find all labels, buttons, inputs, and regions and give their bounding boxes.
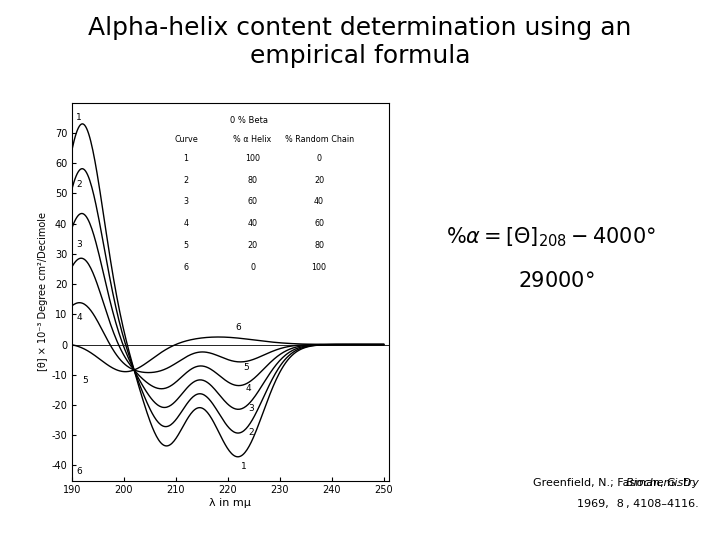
Text: 0: 0	[317, 154, 322, 163]
Text: 40: 40	[314, 198, 324, 206]
Text: 3: 3	[184, 198, 189, 206]
Text: 100: 100	[312, 263, 327, 272]
Text: Curve: Curve	[174, 135, 198, 144]
Text: $29000°$: $29000°$	[518, 271, 595, 291]
Text: 1969,   8 , 4108–4116.: 1969, 8 , 4108–4116.	[577, 500, 698, 510]
Text: 80: 80	[248, 176, 258, 185]
Text: 6: 6	[235, 323, 241, 333]
Text: 20: 20	[248, 241, 258, 251]
Y-axis label: [θ] × 10⁻³ Degree cm²/Decimole: [θ] × 10⁻³ Degree cm²/Decimole	[38, 212, 48, 371]
X-axis label: λ in mμ: λ in mμ	[210, 498, 251, 508]
Text: 100: 100	[245, 154, 260, 163]
Text: 0: 0	[250, 263, 255, 272]
Text: 2: 2	[184, 176, 189, 185]
Text: 3: 3	[76, 240, 82, 249]
Text: 6: 6	[76, 467, 82, 476]
Text: 40: 40	[248, 219, 258, 228]
Text: 2: 2	[76, 180, 82, 189]
Text: % α Helix: % α Helix	[233, 135, 271, 144]
Text: % Random Chain: % Random Chain	[284, 135, 354, 144]
Text: Biochemistry: Biochemistry	[464, 478, 698, 488]
Text: 1: 1	[240, 462, 246, 471]
Text: Greenfield, N.; Fasman, G. D.: Greenfield, N.; Fasman, G. D.	[533, 478, 698, 488]
Text: 4: 4	[246, 384, 251, 393]
Text: 4: 4	[76, 313, 82, 322]
Text: 5: 5	[82, 376, 88, 386]
Text: 60: 60	[248, 198, 258, 206]
Text: 20: 20	[314, 176, 324, 185]
Text: 4: 4	[184, 219, 189, 228]
Text: 5: 5	[243, 363, 249, 372]
Text: 1: 1	[76, 113, 82, 122]
Text: Alpha-helix content determination using an
empirical formula: Alpha-helix content determination using …	[89, 16, 631, 68]
Text: 5: 5	[184, 241, 189, 251]
Text: $\%\alpha = [\Theta]_{208} - 4000°$: $\%\alpha = [\Theta]_{208} - 4000°$	[446, 226, 657, 249]
Text: 1: 1	[184, 154, 189, 163]
Text: 2: 2	[248, 428, 254, 437]
Text: 80: 80	[314, 241, 324, 251]
Text: 0 % Beta: 0 % Beta	[230, 116, 269, 125]
Text: 3: 3	[248, 403, 254, 413]
Text: 6: 6	[184, 263, 189, 272]
Text: 60: 60	[314, 219, 324, 228]
